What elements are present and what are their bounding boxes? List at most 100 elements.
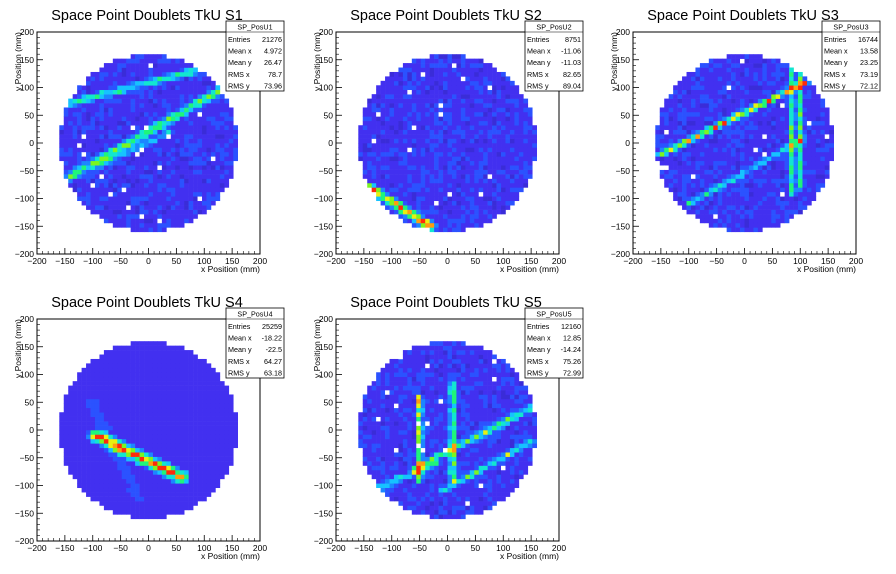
heatmap-bin [811,125,817,130]
heatmap-bin [170,474,176,480]
heatmap-bin [90,156,96,162]
heatmap-bin [90,461,96,466]
heatmap-bin [188,125,194,130]
heatmap-bin [99,469,105,475]
heatmap-bin [139,461,145,466]
heatmap-bin [731,169,736,175]
heatmap-bin [152,222,158,228]
heatmap-bin [184,200,189,206]
x-tick-label: 50 [172,256,182,266]
heatmap-bin [77,443,82,449]
heatmap-bin [184,214,189,219]
heatmap-bin [161,94,167,99]
heatmap-bin [68,165,73,170]
heatmap-bin [99,143,105,148]
heatmap-bin [682,143,687,148]
heatmap-bin [202,103,207,108]
heatmap-bin [753,120,759,126]
chart-title: Space Point Doublets TkU S2 [350,8,542,24]
heatmap-bin [86,89,91,95]
heatmap-bin [126,394,131,400]
heatmap-bin [108,169,114,175]
heatmap-bin [99,120,105,126]
heatmap-bin [161,76,167,82]
heatmap-bin [157,143,163,148]
heatmap-bin [483,89,488,95]
heatmap-bin [121,496,127,502]
heatmap-bin [224,151,230,157]
heatmap-bin [775,107,781,113]
heatmap-bin [766,178,772,184]
heatmap-bin [135,80,140,86]
heatmap-bin [416,222,422,228]
heatmap-bin [166,434,172,440]
heatmap-bin [487,160,493,166]
heatmap-bin [740,218,745,224]
heatmap-bin [166,182,172,188]
heatmap-bin [789,103,794,108]
heatmap-bin [175,218,181,224]
heatmap-bin [94,385,100,391]
heatmap-bin [139,147,145,153]
y-tick-label: −150 [611,221,630,231]
heatmap-bin [224,138,230,144]
heatmap-bin [117,165,123,170]
heatmap-bin [793,107,799,113]
heatmap-bin [771,58,777,64]
heatmap-bin [407,138,413,144]
heatmap-bin [135,478,140,484]
heatmap-bin [757,160,763,166]
heatmap-bin [103,403,109,409]
heatmap-bin [72,182,78,188]
heatmap-bin [175,125,181,130]
heatmap-bin [188,160,194,166]
heatmap-bin [487,200,493,206]
heatmap-bin [144,151,149,157]
heatmap-bin [695,214,701,219]
heatmap-bin [389,71,395,77]
heatmap-bin [664,107,669,113]
heatmap-bin [112,89,118,95]
heatmap-bin [434,63,439,68]
heatmap-bin [170,89,176,95]
heatmap-bin [148,385,154,391]
heatmap-bin [117,443,123,449]
heatmap-bin [81,465,87,471]
heatmap-bin [152,129,158,135]
heatmap-bin [157,465,163,471]
heatmap-bin [775,85,781,91]
heatmap-bin [362,156,368,162]
heatmap-bin [420,191,426,197]
heatmap-bin [456,160,462,166]
heatmap-bin [152,205,158,210]
heatmap-bin [117,425,123,431]
heatmap-bin [469,120,475,126]
heatmap-bin [371,178,377,184]
heatmap-bin [731,165,736,170]
heatmap-bin [474,120,480,126]
heatmap-bin [139,398,145,404]
heatmap-bin [108,151,114,157]
heatmap-bin [112,376,118,382]
heatmap-bin [108,85,114,91]
heatmap-bin [86,487,91,493]
heatmap-bin [63,447,69,453]
heatmap-bin [496,138,502,144]
heatmap-bin [789,138,794,144]
heatmap-bin [451,89,457,95]
heatmap-bin [398,191,404,197]
heatmap-bin [487,182,493,188]
heatmap-bin [469,85,475,91]
heatmap-bin [505,107,511,113]
heatmap-bin [175,165,181,170]
heatmap-bins [59,54,238,233]
heatmap-bin [117,200,123,206]
heatmap-bin [130,143,136,148]
heatmap-bin [184,156,189,162]
heatmap-bin [682,169,687,175]
heatmap-bin [744,169,750,175]
heatmap-bin [126,191,131,197]
heatmap-bin [77,187,82,193]
heatmap-bin [385,143,390,148]
heatmap-bin [717,174,723,179]
